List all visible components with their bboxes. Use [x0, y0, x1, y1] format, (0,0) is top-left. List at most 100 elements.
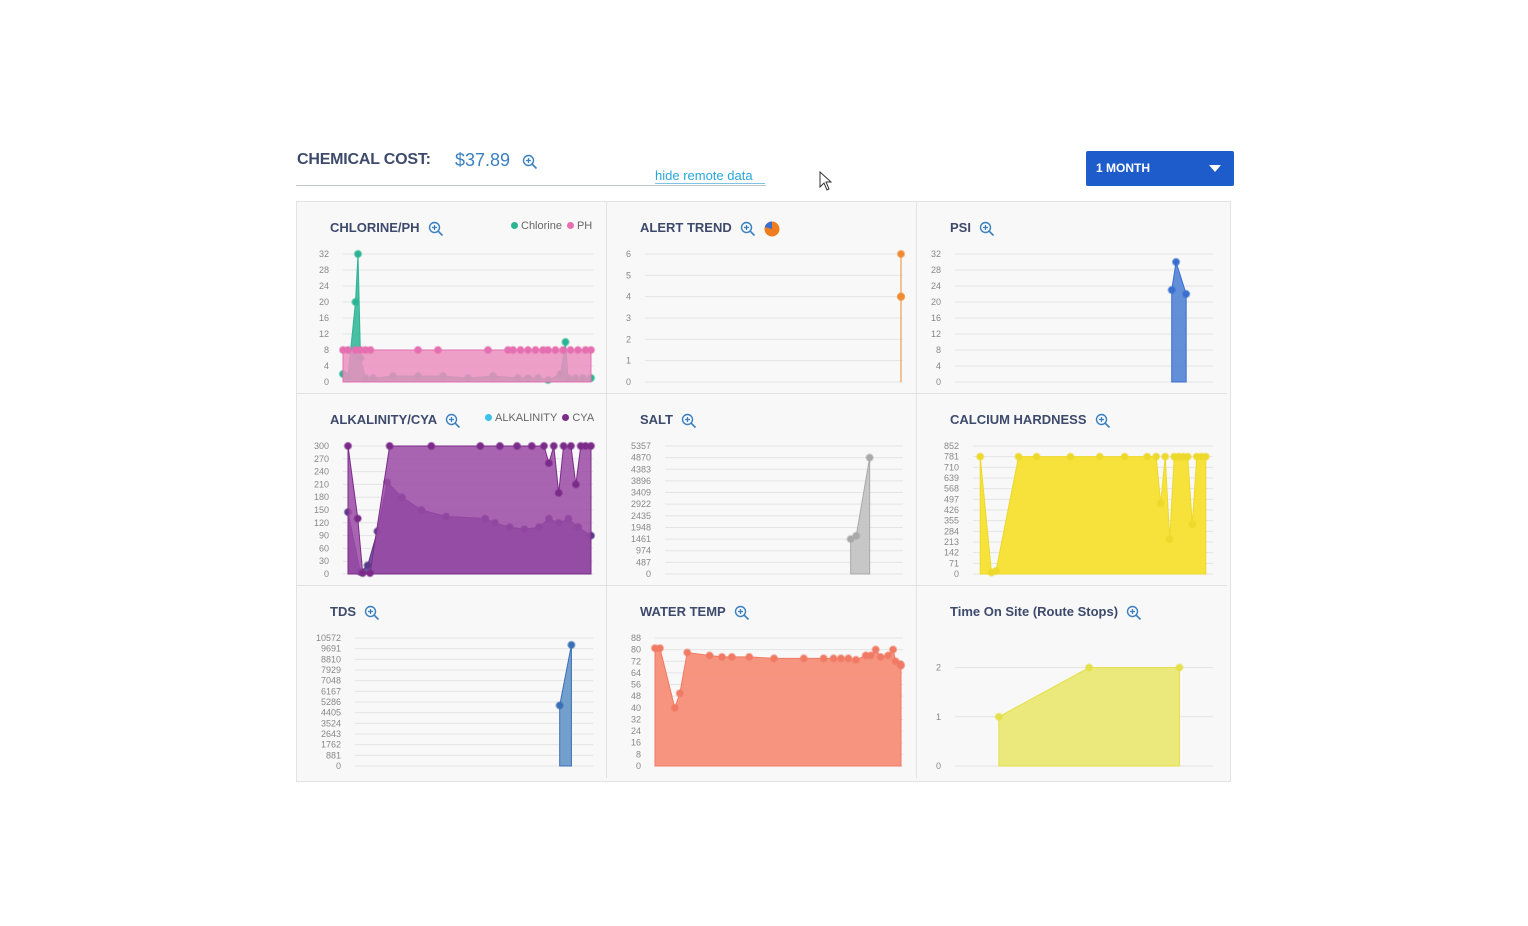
data-point[interactable] — [353, 514, 362, 523]
data-point[interactable] — [1167, 285, 1176, 295]
data-point[interactable] — [769, 654, 779, 663]
data-point[interactable] — [427, 441, 436, 451]
data-point[interactable] — [558, 345, 568, 355]
data-point[interactable] — [476, 441, 485, 451]
data-point[interactable] — [554, 488, 563, 498]
data-point[interactable] — [1183, 452, 1192, 461]
data-point[interactable] — [865, 453, 874, 462]
data-point[interactable] — [586, 345, 596, 355]
data-point[interactable] — [559, 441, 568, 451]
data-point[interactable] — [1066, 452, 1075, 461]
data-point[interactable] — [1171, 257, 1181, 267]
data-point[interactable] — [799, 654, 809, 663]
data-point[interactable] — [1151, 452, 1161, 461]
data-point[interactable] — [994, 712, 1004, 721]
data-point[interactable] — [512, 441, 522, 451]
data-point[interactable] — [508, 345, 518, 355]
data-point[interactable] — [561, 337, 570, 347]
data-point[interactable] — [745, 652, 754, 662]
data-point[interactable] — [1201, 452, 1210, 461]
zoom-in-icon[interactable] — [734, 605, 750, 626]
data-point[interactable] — [883, 651, 893, 660]
data-point[interactable] — [571, 480, 581, 489]
data-point[interactable] — [527, 441, 536, 451]
data-point[interactable] — [683, 648, 692, 657]
data-point[interactable] — [1014, 452, 1023, 461]
data-point[interactable] — [675, 689, 685, 698]
y-tick-label: 28 — [931, 265, 941, 275]
data-point[interactable] — [991, 566, 1001, 576]
data-point[interactable] — [385, 441, 394, 451]
zoom-in-icon[interactable] — [1095, 413, 1111, 434]
pie-chart-icon[interactable] — [764, 221, 780, 242]
data-point[interactable] — [544, 458, 554, 468]
data-point[interactable] — [888, 645, 898, 654]
zoom-in-icon[interactable] — [364, 605, 380, 626]
data-point[interactable] — [555, 701, 564, 710]
data-point[interactable] — [586, 441, 596, 451]
data-point[interactable] — [844, 654, 853, 663]
data-point[interactable] — [852, 531, 861, 540]
data-point[interactable] — [896, 249, 906, 259]
data-point[interactable] — [543, 345, 553, 355]
zoom-in-icon[interactable] — [979, 221, 995, 242]
data-point[interactable] — [351, 297, 360, 307]
data-point[interactable] — [363, 561, 372, 570]
data-point[interactable] — [1032, 452, 1041, 461]
data-point[interactable] — [1120, 452, 1129, 461]
data-point[interactable] — [851, 655, 861, 665]
data-point[interactable] — [343, 441, 353, 451]
data-point[interactable] — [717, 652, 727, 662]
data-point[interactable] — [531, 345, 540, 355]
data-point[interactable] — [1175, 663, 1184, 672]
data-point[interactable] — [670, 703, 680, 713]
data-point[interactable] — [365, 568, 375, 578]
data-point[interactable] — [516, 345, 525, 355]
zoom-in-icon[interactable] — [681, 413, 697, 434]
data-point[interactable] — [413, 345, 423, 355]
data-point[interactable] — [896, 661, 906, 670]
time-range-dropdown[interactable]: 1 MONTH — [1086, 151, 1234, 186]
data-point[interactable] — [566, 441, 576, 451]
data-point[interactable] — [655, 643, 665, 653]
data-point[interactable] — [523, 345, 533, 355]
data-point[interactable] — [866, 651, 875, 660]
data-point[interactable] — [567, 640, 576, 650]
y-tick-label: 974 — [636, 546, 651, 556]
data-point[interactable] — [1084, 663, 1094, 672]
data-point[interactable] — [876, 652, 885, 662]
data-point[interactable] — [343, 345, 353, 355]
data-point[interactable] — [1165, 535, 1174, 544]
data-point[interactable] — [829, 654, 838, 663]
zoom-in-icon[interactable] — [522, 154, 538, 175]
data-point[interactable] — [705, 651, 714, 660]
data-point[interactable] — [433, 345, 443, 355]
zoom-in-icon[interactable] — [445, 413, 461, 434]
data-point[interactable] — [819, 654, 828, 663]
data-point[interactable] — [896, 292, 906, 301]
data-point[interactable] — [836, 654, 846, 663]
data-point[interactable] — [539, 441, 549, 451]
data-point[interactable] — [566, 345, 575, 355]
data-point[interactable] — [871, 645, 880, 654]
data-point[interactable] — [1142, 452, 1152, 461]
data-point[interactable] — [1181, 289, 1191, 299]
data-point[interactable] — [549, 441, 558, 451]
zoom-in-icon[interactable] — [428, 221, 444, 242]
data-point[interactable] — [727, 652, 737, 662]
data-point[interactable] — [551, 345, 560, 355]
data-point[interactable] — [495, 441, 505, 451]
data-point[interactable] — [1156, 499, 1165, 508]
data-point[interactable] — [1160, 452, 1170, 461]
data-point[interactable] — [1095, 452, 1104, 461]
hide-remote-data-link[interactable]: hide remote data — [655, 168, 753, 183]
data-point[interactable] — [353, 249, 363, 259]
data-point[interactable] — [1188, 520, 1197, 529]
zoom-in-icon[interactable] — [740, 221, 756, 242]
zoom-in-icon[interactable] — [1126, 605, 1142, 626]
data-point[interactable] — [573, 345, 583, 355]
data-point[interactable] — [366, 345, 375, 355]
data-point[interactable] — [483, 345, 493, 355]
data-point[interactable] — [976, 452, 985, 461]
data-point[interactable] — [358, 568, 367, 578]
